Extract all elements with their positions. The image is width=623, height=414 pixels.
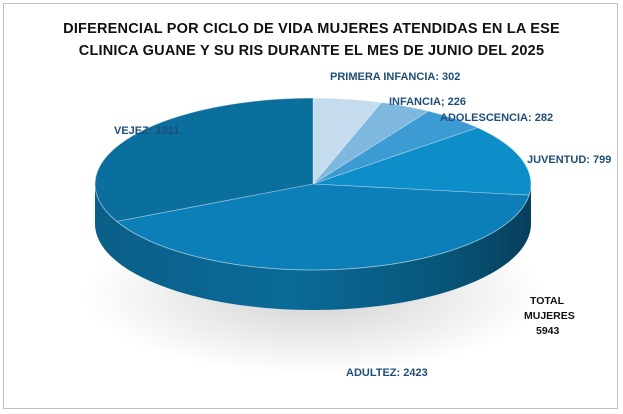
slice-label-infancia: INFANCIA; 226 [389, 96, 466, 108]
pie-slice-adolescencia [312, 110, 479, 185]
pie-labels: PRIMERA INFANCIA: 302 INFANCIA; 226 ADOL… [114, 71, 611, 379]
pie-slice-juventud [312, 127, 532, 196]
total-label-line-2: MUJERES [524, 310, 575, 322]
pie-slice-vejez [94, 97, 314, 222]
chart-title-line-2: CLINICA GUANE Y SU RIS DURANTE EL MES DE… [78, 43, 545, 59]
pie-slice-adultez [115, 183, 530, 271]
pie-slice-infancia [312, 101, 430, 185]
chart-frame: DIFERENCIAL POR CICLO DE VIDA MUJERES AT… [3, 3, 618, 409]
chart-title-line-1: DIFERENCIAL POR CICLO DE VIDA MUJERES AT… [63, 21, 560, 37]
pie-side [95, 184, 531, 310]
pie-rim [94, 97, 532, 271]
chart-title: DIFERENCIAL POR CICLO DE VIDA MUJERES AT… [4, 18, 619, 62]
slice-label-adultez: ADULTEZ: 2423 [346, 367, 428, 379]
total-label-line-1: TOTAL [530, 295, 565, 307]
slice-label-juventud: JUVENTUD: 799 [527, 154, 611, 166]
total-label-line-3: 5943 [536, 325, 560, 337]
pie-side-wall [95, 184, 531, 310]
pie-slice-primera-infancia [312, 97, 383, 186]
slice-label-adolescencia: ADOLESCENCIA: 282 [440, 112, 553, 124]
pie-chart: PRIMERA INFANCIA: 302 INFANCIA; 226 ADOL… [84, 71, 611, 379]
slice-label-primera-infancia: PRIMERA INFANCIA: 302 [330, 71, 460, 83]
slice-label-vejez: VEJEZ: 1911 [114, 125, 179, 137]
pie-top [94, 97, 532, 271]
